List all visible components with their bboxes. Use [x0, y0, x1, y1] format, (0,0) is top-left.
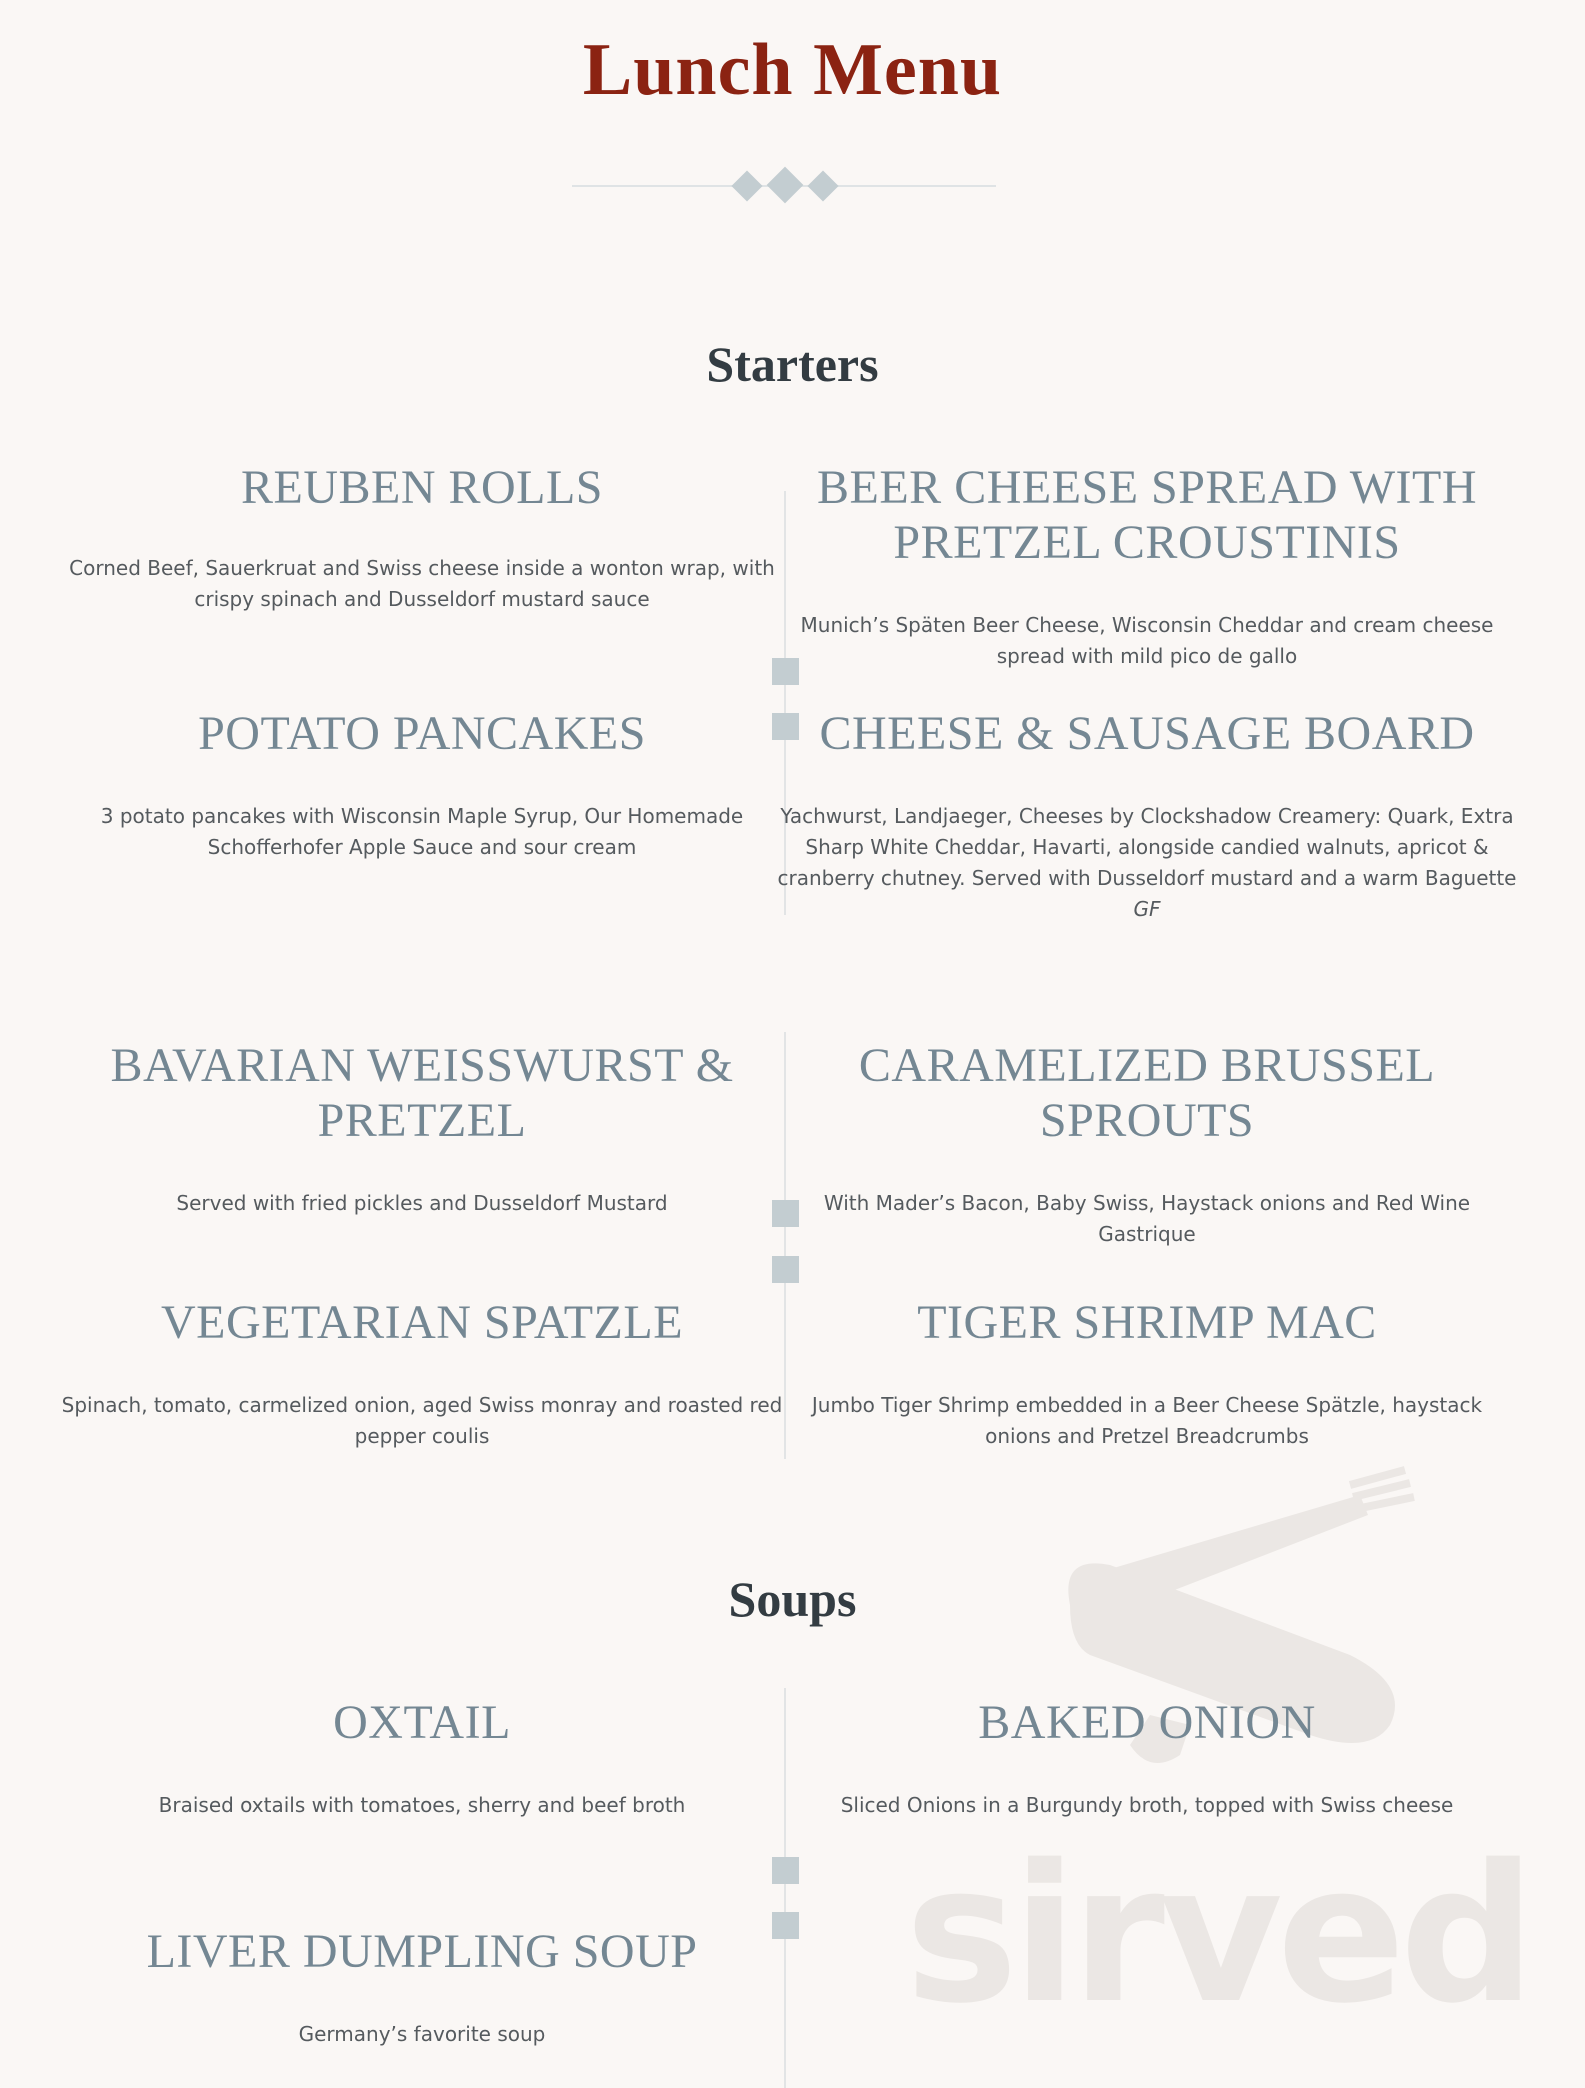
diamond-ornament-icon [807, 170, 839, 202]
square-ornament-icon [772, 1200, 799, 1227]
item-description: Spinach, tomato, carmelized onion, aged … [61, 1393, 783, 1448]
square-ornament-icon [772, 1912, 799, 1939]
item-name: BAKED ONION [978, 1696, 1316, 1749]
menu-item: BEER CHEESE SPREAD WITH PRETZEL CROUSTIN… [777, 460, 1517, 672]
column-divider [784, 491, 786, 915]
fork-knife-logo-icon [1068, 1466, 1415, 1763]
square-ornament-icon [772, 713, 799, 740]
item-name: REUBEN ROLLS [240, 461, 603, 514]
item-description: Munich’s Späten Beer Cheese, Wisconsin C… [800, 613, 1494, 668]
diamond-ornament-icon [731, 170, 763, 202]
diamond-ornament-icon [766, 166, 804, 204]
item-description: Germany’s favorite soup [298, 2022, 546, 2046]
square-ornament-icon [772, 1857, 799, 1884]
item-name: VEGETARIAN SPATZLE [160, 1296, 684, 1349]
item-description: Jumbo Tiger Shrimp embedded in a Beer Ch… [811, 1393, 1483, 1448]
menu-item: CHEESE & SAUSAGE BOARD Yachwurst, Landja… [777, 706, 1517, 925]
column-divider [784, 1688, 786, 2088]
item-name: OXTAIL [333, 1696, 511, 1749]
square-ornament-icon [772, 658, 799, 685]
item-description: Served with fried pickles and Dusseldorf… [176, 1191, 668, 1215]
dietary-tag: GF [1133, 897, 1161, 921]
menu-item: BAKED ONION Sliced Onions in a Burgundy … [777, 1695, 1517, 1821]
menu-item: REUBEN ROLLS Corned Beef, Sauerkruat and… [52, 460, 792, 615]
watermark-text: sirved [905, 1824, 1536, 2045]
item-name: LIVER DUMPLING SOUP [146, 1925, 698, 1978]
section-title-starters: Starters [706, 336, 879, 392]
menu-item: TIGER SHRIMP MAC Jumbo Tiger Shrimp embe… [777, 1295, 1517, 1452]
menu-item: POTATO PANCAKES 3 potato pancakes with W… [52, 706, 792, 863]
item-description: With Mader’s Bacon, Baby Swiss, Haystack… [823, 1191, 1471, 1246]
menu-item: VEGETARIAN SPATZLE Spinach, tomato, carm… [52, 1295, 792, 1452]
item-description: Braised oxtails with tomatoes, sherry an… [158, 1793, 686, 1817]
item-name: BEER CHEESE SPREAD WITH PRETZEL CROUSTIN… [817, 461, 1477, 569]
item-name: POTATO PANCAKES [198, 707, 646, 760]
item-name: BAVARIAN WEISSWURST & PRETZEL [110, 1039, 734, 1147]
square-ornament-icon [772, 1256, 799, 1283]
menu-item: LIVER DUMPLING SOUP Germany’s favorite s… [52, 1924, 792, 2050]
item-description: Yachwurst, Landjaeger, Cheeses by Clocks… [777, 804, 1517, 890]
item-description: Sliced Onions in a Burgundy broth, toppe… [840, 1793, 1454, 1817]
page-title: Lunch Menu [582, 29, 1003, 111]
section-title-soups: Soups [728, 1571, 857, 1627]
item-name: CARAMELIZED BRUSSEL SPROUTS [858, 1039, 1436, 1147]
item-name: TIGER SHRIMP MAC [917, 1296, 1377, 1349]
item-name: CHEESE & SAUSAGE BOARD [819, 707, 1475, 760]
item-description: Corned Beef, Sauerkruat and Swiss cheese… [69, 556, 775, 611]
menu-item: CARAMELIZED BRUSSEL SPROUTS With Mader’s… [777, 1038, 1517, 1250]
menu-item: OXTAIL Braised oxtails with tomatoes, sh… [52, 1695, 792, 1821]
item-description: 3 potato pancakes with Wisconsin Maple S… [100, 804, 744, 859]
column-divider [784, 1032, 786, 1459]
menu-item: BAVARIAN WEISSWURST & PRETZEL Served wit… [52, 1038, 792, 1219]
